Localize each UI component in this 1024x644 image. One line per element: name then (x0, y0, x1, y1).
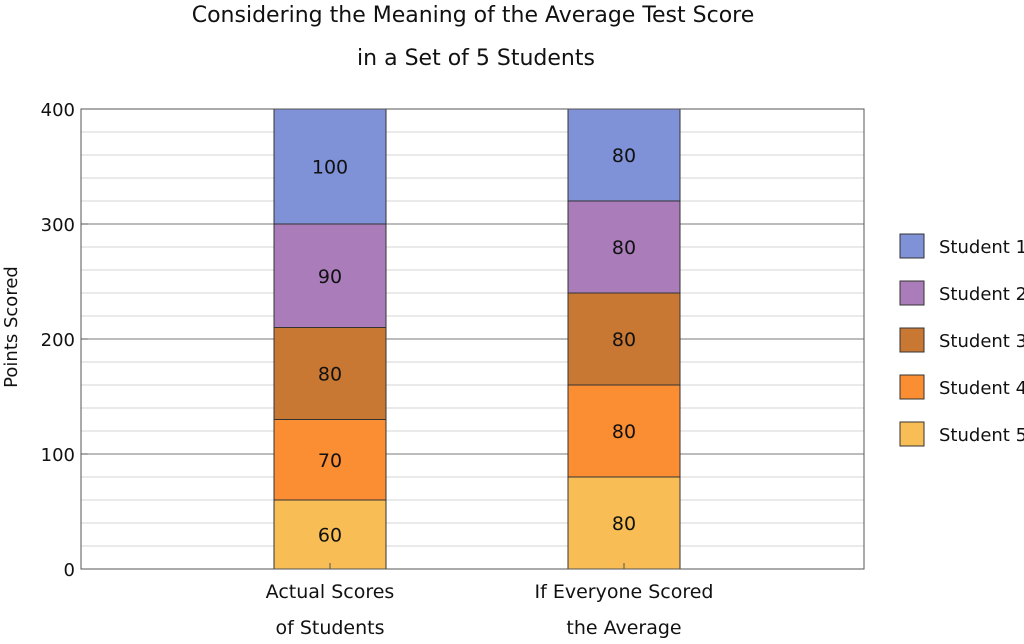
bar-segment (273, 223, 387, 328)
bar-value-label: 80 (612, 513, 636, 535)
legend-swatch (899, 327, 925, 353)
bar-segment (567, 200, 681, 294)
chart-title: Considering the Meaning of the Average T… (192, 3, 755, 71)
legend: Student 1 Student 2 Student 3 Student 4 Stud… (899, 233, 1024, 447)
bar-value-label: 80 (612, 237, 636, 259)
bar-segment (567, 292, 681, 386)
axes: 0 100 200 300 400 Actual Scores of Students If … (41, 100, 865, 639)
bar-segment (273, 327, 387, 420)
legend-label: Student 3 (939, 331, 1024, 352)
legend-label: Student 4 (939, 378, 1024, 399)
bar-value-label: 100 (312, 157, 348, 179)
plot-frame (80, 108, 865, 570)
chart-title-line-1: Considering the Meaning of the Average T… (192, 3, 755, 28)
legend-swatch (899, 280, 925, 306)
legend-label: Student 1 (939, 237, 1024, 258)
bar-value-label: 80 (318, 364, 342, 386)
x-tick-label: If Everyone Scored (535, 581, 714, 603)
y-axis-label: Points Scored (1, 266, 22, 388)
bar-segment (273, 108, 387, 225)
bar-value-label: 60 (318, 525, 342, 547)
x-tick-label: the Average (566, 617, 681, 639)
gridlines (81, 108, 864, 547)
bars: 60 70 80 90 100 80 80 80 80 80 (273, 108, 681, 570)
bar-value-label: 80 (612, 421, 636, 443)
y-tick-label: 200 (41, 330, 75, 351)
y-tick-label: 100 (41, 445, 75, 466)
bar-segment (273, 499, 387, 570)
bar-value-label: 80 (612, 329, 636, 351)
legend-swatch (899, 233, 925, 259)
y-tick-label: 0 (64, 560, 75, 581)
bar-value-label: 80 (612, 145, 636, 167)
chart-title-line-2: in a Set of 5 Students (357, 46, 595, 71)
bar-segment (567, 384, 681, 478)
bar-value-label: 70 (318, 450, 342, 472)
legend-label: Student 2 (939, 284, 1024, 305)
legend-label: Student 5 (939, 425, 1024, 446)
x-tick-label: Actual Scores (266, 581, 395, 603)
bar-segment (273, 419, 387, 501)
bar-segment (567, 476, 681, 570)
legend-swatch (899, 421, 925, 447)
legend-swatch (899, 374, 925, 400)
x-tick-label: of Students (275, 617, 384, 639)
bar-segment (567, 108, 681, 202)
y-tick-label: 400 (41, 100, 75, 121)
bar-value-label: 90 (318, 266, 342, 288)
y-tick-label: 300 (41, 215, 75, 236)
